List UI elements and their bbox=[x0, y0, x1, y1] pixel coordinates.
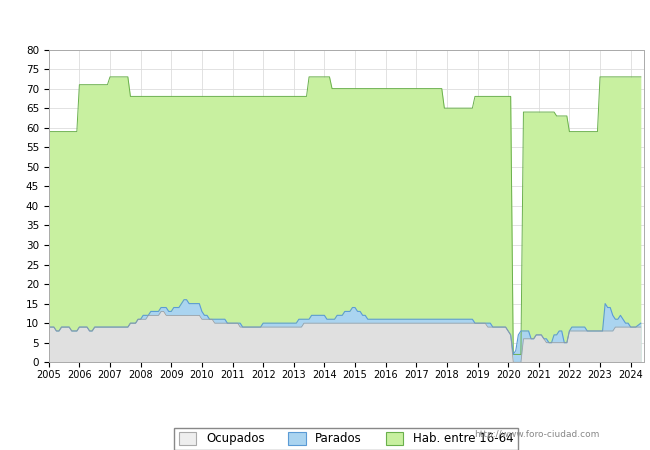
Legend: Ocupados, Parados, Hab. entre 16-64: Ocupados, Parados, Hab. entre 16-64 bbox=[174, 428, 518, 450]
Text: El Frago - Evolucion de la poblacion en edad de Trabajar Mayo de 2024: El Frago - Evolucion de la poblacion en … bbox=[78, 13, 572, 27]
Text: http://www.foro-ciudad.com: http://www.foro-ciudad.com bbox=[474, 430, 600, 439]
